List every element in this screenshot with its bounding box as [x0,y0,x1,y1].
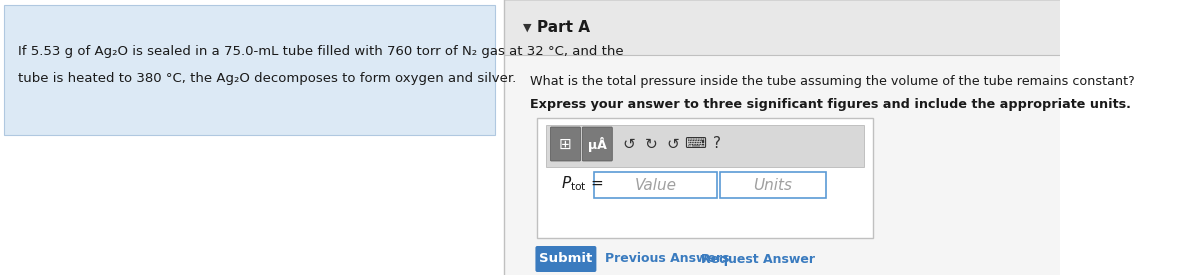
Text: Part A: Part A [538,21,590,35]
Text: ⊞: ⊞ [559,136,572,152]
Text: Submit: Submit [539,252,592,265]
Bar [546,125,864,167]
FancyBboxPatch shape [594,172,718,198]
FancyBboxPatch shape [582,127,612,161]
Text: ↺: ↺ [667,136,679,152]
Bar [504,0,1061,55]
FancyBboxPatch shape [5,5,494,135]
Text: ?: ? [714,136,721,152]
FancyBboxPatch shape [551,127,581,161]
Text: Request Answer: Request Answer [701,252,815,265]
Text: What is the total pressure inside the tube assuming the volume of the tube remai: What is the total pressure inside the tu… [530,75,1135,88]
Bar [504,0,1061,275]
Text: ↻: ↻ [644,136,658,152]
Text: Previous Answers: Previous Answers [605,252,730,265]
FancyBboxPatch shape [535,246,596,272]
Text: tube is heated to 380 °C, the Ag₂O decomposes to form oxygen and silver.: tube is heated to 380 °C, the Ag₂O decom… [18,72,516,85]
FancyBboxPatch shape [720,172,826,198]
Text: ⌨: ⌨ [684,136,707,152]
Text: If 5.53 g of Ag₂O is sealed in a 75.0-mL tube filled with 760 torr of N₂ gas at : If 5.53 g of Ag₂O is sealed in a 75.0-mL… [18,45,623,58]
Text: $P_{\mathrm{tot}}$ =: $P_{\mathrm{tot}}$ = [562,175,604,193]
Text: ↺: ↺ [623,136,636,152]
Text: ▼: ▼ [523,23,532,33]
Text: Value: Value [635,177,677,192]
Text: μÅ: μÅ [588,136,607,152]
Text: Units: Units [754,177,792,192]
FancyBboxPatch shape [538,118,872,238]
Text: Express your answer to three significant figures and include the appropriate uni: Express your answer to three significant… [530,98,1132,111]
